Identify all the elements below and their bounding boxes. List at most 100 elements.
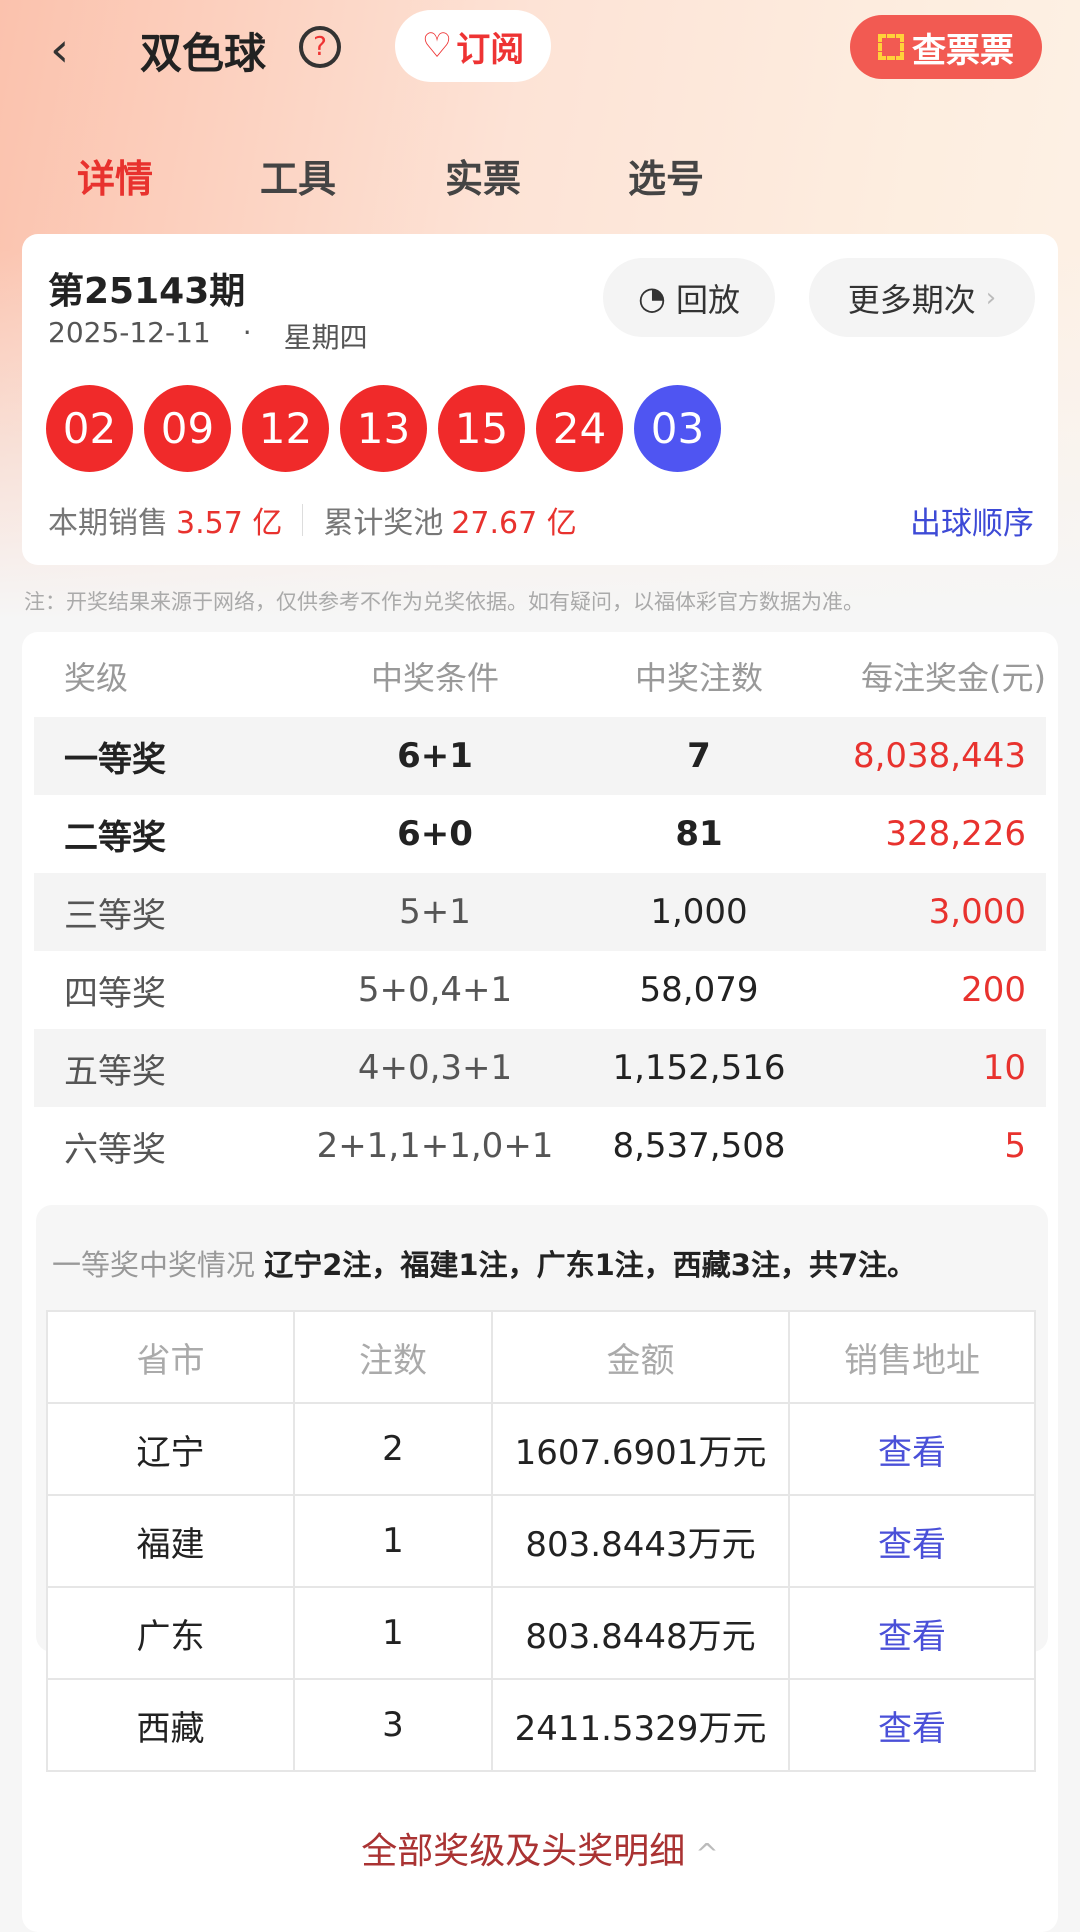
prize-level: 六等奖 [64, 1129, 166, 1170]
first-prize-table: 省市 注数 金额 销售地址 辽宁 2 1607.6901万元 查看 福建 1 80… [46, 1310, 1036, 1772]
tab-real-tickets[interactable]: 实票 [445, 157, 522, 201]
prize-level: 四等奖 [64, 973, 166, 1014]
prize-amount: 3,000 [928, 892, 1026, 932]
red-ball: 12 [242, 385, 329, 472]
prize-amount: 10 [982, 1048, 1026, 1088]
draw-date: 2025-12-11 · 星期四 [48, 316, 368, 356]
header-province: 省市 [46, 1310, 295, 1404]
tab-pick-numbers[interactable]: 选号 [628, 157, 705, 201]
weekday: 星期四 [283, 321, 368, 354]
amount: 1607.6901万元 [491, 1402, 790, 1496]
help-icon[interactable]: ? [299, 26, 341, 68]
issue-number: 第25143期 [48, 271, 246, 312]
subscribe-button[interactable]: ♡ 订阅 [395, 10, 551, 82]
prize-condition: 2+1,1+1,0+1 [316, 1126, 554, 1166]
red-ball: 24 [536, 385, 623, 472]
chevron-right-icon: › [985, 282, 997, 313]
bets: 1 [293, 1494, 493, 1588]
divider [302, 504, 304, 536]
table-row: 辽宁 2 1607.6901万元 查看 [46, 1402, 1036, 1496]
summary-text: 辽宁2注，福建1注，广东1注，西藏3注，共7注。 [264, 1248, 917, 1282]
blue-ball: 03 [634, 385, 721, 472]
province: 西藏 [46, 1678, 295, 1772]
view-address-link[interactable]: 查看 [788, 1402, 1036, 1496]
prize-row: 二等奖 6+0 81 328,226 [34, 795, 1046, 873]
prize-amount: 200 [961, 970, 1026, 1010]
pool-value: 27.67 亿 [451, 506, 577, 541]
table-row: 广东 1 803.8448万元 查看 [46, 1586, 1036, 1680]
prize-row: 三等奖 5+1 1,000 3,000 [34, 873, 1046, 951]
scan-icon [878, 34, 904, 60]
header-level: 奖级 [64, 659, 129, 697]
prize-count: 1,000 [650, 892, 748, 932]
prize-condition: 6+0 [397, 814, 473, 854]
view-address-link[interactable]: 查看 [788, 1494, 1036, 1588]
prize-count: 81 [675, 814, 723, 854]
province: 辽宁 [46, 1402, 295, 1496]
tab-details[interactable]: 详情 [77, 157, 154, 201]
amount: 803.8448万元 [491, 1586, 790, 1680]
red-ball: 09 [144, 385, 231, 472]
prize-row: 一等奖 6+1 7 8,038,443 [34, 717, 1046, 795]
red-ball: 02 [46, 385, 133, 472]
tab-tools[interactable]: 工具 [260, 157, 337, 201]
view-address-link[interactable]: 查看 [788, 1678, 1036, 1772]
prize-count: 8,537,508 [612, 1126, 786, 1166]
table-row: 福建 1 803.8443万元 查看 [46, 1494, 1036, 1588]
winning-numbers: 02 09 12 13 15 24 03 [46, 385, 721, 472]
header-count: 中奖注数 [634, 659, 763, 697]
header-address: 销售地址 [788, 1310, 1036, 1404]
more-link-text: 全部奖级及头奖明细 [361, 1831, 686, 1872]
red-ball: 13 [340, 385, 427, 472]
replay-icon: ◔ [638, 278, 666, 317]
prize-level: 五等奖 [64, 1051, 166, 1092]
red-ball: 15 [438, 385, 525, 472]
bets: 2 [293, 1402, 493, 1496]
sales-label: 本期销售 [48, 506, 168, 541]
prize-level: 三等奖 [64, 895, 166, 936]
province: 福建 [46, 1494, 295, 1588]
chevron-up-icon: ^ [695, 1837, 719, 1870]
prize-count: 58,079 [639, 970, 759, 1010]
date: 2025-12-11 [48, 316, 211, 349]
prize-level: 一等奖 [64, 739, 166, 780]
prize-level: 二等奖 [64, 817, 166, 858]
back-button[interactable]: ‹ [50, 22, 90, 78]
prize-row: 五等奖 4+0,3+1 1,152,516 10 [34, 1029, 1046, 1107]
prize-table-header: 奖级 中奖条件 中奖注数 每注奖金(元) [34, 637, 1046, 715]
more-issues-button[interactable]: 更多期次 › [809, 258, 1035, 337]
header-condition: 中奖条件 [370, 659, 499, 697]
all-prizes-link[interactable]: 全部奖级及头奖明细 ^ [0, 1822, 1080, 1874]
replay-button[interactable]: ◔ 回放 [603, 258, 775, 337]
prize-amount: 8,038,443 [852, 736, 1026, 776]
prize-condition: 6+1 [397, 736, 473, 776]
bets: 1 [293, 1586, 493, 1680]
disclaimer: 注：开奖结果来源于网络，仅供参考不作为兑奖依据。如有疑问，以福体彩官方数据为准。 [24, 590, 864, 614]
bets: 3 [293, 1678, 493, 1772]
prize-count: 1,152,516 [612, 1048, 786, 1088]
prize-condition: 5+0,4+1 [357, 970, 513, 1010]
prize-count: 7 [687, 736, 711, 776]
sales-value: 3.57 亿 [176, 506, 283, 541]
table-header: 省市 注数 金额 销售地址 [46, 1310, 1036, 1404]
prize-row: 六等奖 2+1,1+1,0+1 8,537,508 5 [34, 1107, 1046, 1185]
header-amount: 金额 [491, 1310, 790, 1404]
header-amount: 每注奖金(元) [861, 659, 1046, 697]
header-bets: 注数 [293, 1310, 493, 1404]
chevron-left-icon: ‹ [50, 22, 70, 78]
prize-condition: 5+1 [399, 892, 471, 932]
amount: 2411.5329万元 [491, 1678, 790, 1772]
dot: · [242, 316, 252, 349]
sales-info: 本期销售 3.57 亿 累计奖池 27.67 亿 [48, 498, 577, 542]
heart-plus-icon: ♡ [421, 26, 453, 66]
summary-label: 一等奖中奖情况 [52, 1248, 256, 1282]
prize-condition: 4+0,3+1 [357, 1048, 513, 1088]
page-title: 双色球 [140, 29, 267, 78]
view-address-link[interactable]: 查看 [788, 1586, 1036, 1680]
table-row: 西藏 3 2411.5329万元 查看 [46, 1678, 1036, 1772]
amount: 803.8443万元 [491, 1494, 790, 1588]
first-prize-summary: 一等奖中奖情况 辽宁2注，福建1注，广东1注，西藏3注，共7注。 [52, 1242, 916, 1284]
ball-order-link[interactable]: 出球顺序 [910, 506, 1034, 542]
prize-amount: 5 [1004, 1126, 1026, 1166]
check-ticket-button[interactable]: 查票票 [850, 15, 1042, 79]
